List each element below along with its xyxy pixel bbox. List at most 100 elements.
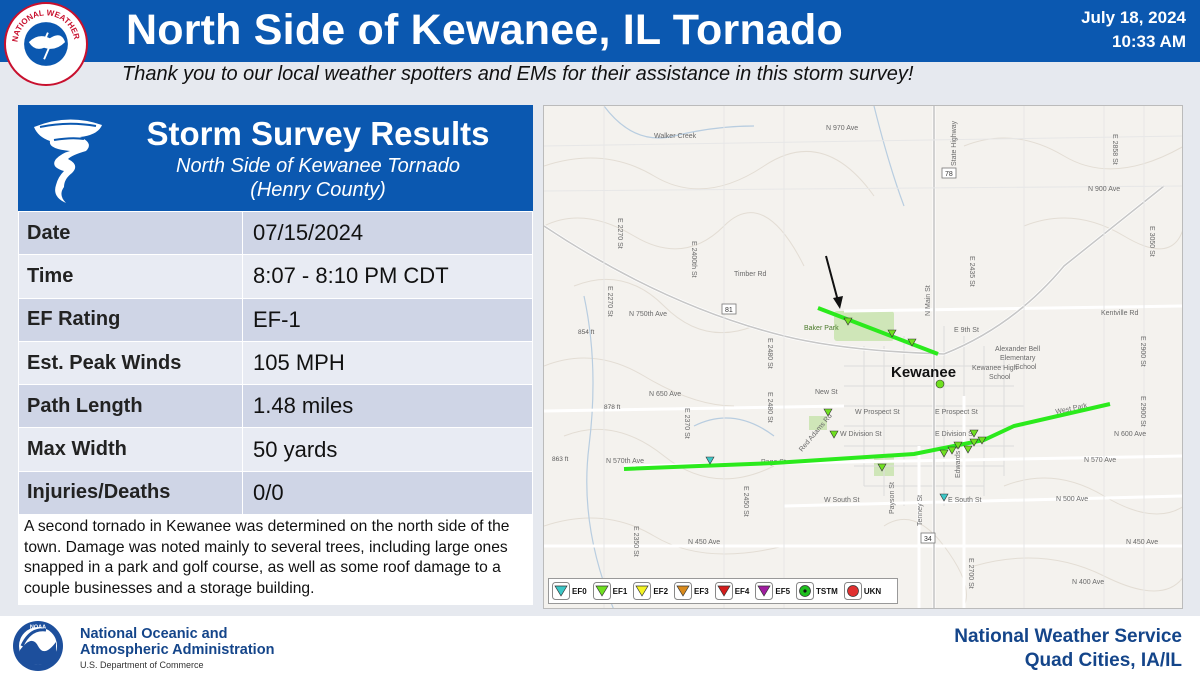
table-row: Date 07/15/2024	[18, 210, 533, 256]
legend-item-ef3: EF3	[674, 582, 709, 600]
row-label: Time	[18, 254, 243, 299]
label-e2370: E 2370 St	[683, 408, 690, 439]
noaa-name-line2: Atmospheric Administration	[80, 642, 275, 658]
ef1-marker[interactable]	[823, 408, 833, 417]
legend-label: EF5	[775, 586, 791, 596]
label-e2480-b: E 2480 St	[766, 392, 773, 423]
town-label-kewanee: Kewanee	[891, 364, 956, 381]
row-value: 50 yards	[242, 427, 533, 472]
issue-time: 10:33 AM	[1111, 32, 1186, 51]
label-baker-park: Baker Park	[804, 325, 839, 332]
label-n500: N 500 Ave	[1056, 496, 1088, 503]
label-e2858: E 2858 St	[1111, 134, 1118, 165]
label-kewanee-high: Kewanee High	[972, 365, 1018, 372]
table-row: Injuries/Deaths 0/0	[18, 470, 533, 516]
ef0-marker[interactable]	[939, 493, 949, 502]
label-w-prospect: W Prospect St	[855, 409, 900, 416]
legend-label: EF4	[734, 586, 750, 596]
survey-panel: Storm Survey Results North Side of Kewan…	[18, 105, 533, 605]
ef1-marker[interactable]	[939, 449, 949, 458]
label-e2435: E 2435 St	[968, 256, 975, 287]
label-e-prospect: E Prospect St	[935, 409, 978, 416]
row-value: 8:07 - 8:10 PM CDT	[242, 254, 533, 299]
label-elementary: Elementary	[1000, 355, 1036, 362]
label-w-south: W South St	[824, 497, 859, 504]
legend-item-ef0: EF0	[552, 582, 587, 600]
table-row: Path Length 1.48 miles	[18, 384, 533, 429]
noaa-logo-text: NOAA	[30, 625, 46, 631]
ef1-marker[interactable]	[963, 445, 973, 454]
footer: NOAA National Oceanic and Atmospheric Ad…	[0, 616, 1200, 675]
thank-you-subtitle: Thank you to our local weather spotters …	[122, 63, 914, 85]
map-legend: EF0 EF1 EF2 EF3 EF4 EF5 TSTM UKN	[548, 578, 898, 604]
legend-item-ef4: EF4	[714, 582, 750, 600]
row-label: EF Rating	[18, 297, 243, 342]
noaa-department: U.S. Department of Commerce	[80, 660, 204, 670]
table-row: Est. Peak Winds 105 MPH	[18, 340, 533, 386]
label-edwards: Edwards St	[955, 442, 962, 478]
arrow-head	[833, 296, 843, 309]
route-78-label: 78	[945, 171, 953, 178]
label-n970: N 970 Ave	[826, 125, 858, 132]
legend-label: UKN	[863, 586, 882, 596]
ef1-marker[interactable]	[907, 338, 917, 347]
label-e-division: E Division St	[935, 431, 975, 438]
route-78-shield	[941, 167, 957, 179]
ef1-marker[interactable]	[843, 317, 853, 326]
label-n400: N 400 Ave	[1072, 579, 1104, 586]
label-school: School	[1015, 364, 1037, 371]
label-elev-878: 878 ft	[604, 404, 620, 411]
label-e2480: E 2480 St	[766, 338, 773, 369]
legend-item-ef5: EF5	[755, 582, 790, 600]
legend-label: EF2	[653, 586, 669, 596]
label-walker-creek: Walker Creek	[654, 133, 697, 140]
legend-label: EF3	[694, 586, 709, 596]
nws-logo: NATIONAL WEATHER SERVICE	[3, 0, 88, 86]
ef1-marker[interactable]	[977, 436, 987, 445]
route-34-label: 34	[924, 536, 932, 543]
ef1-marker[interactable]	[969, 438, 979, 447]
table-row: Time 8:07 - 8:10 PM CDT	[18, 254, 533, 299]
label-e2900: E 2900 St	[1139, 336, 1146, 367]
row-label: Date	[18, 210, 243, 256]
row-label: Est. Peak Winds	[18, 340, 243, 386]
label-e9th: E 9th St	[954, 327, 979, 334]
table-row: EF Rating EF-1	[18, 297, 533, 342]
legend-item-tstm: TSTM	[796, 582, 838, 600]
ef1-marker[interactable]	[947, 446, 957, 455]
label-n570th: N 570th Ave	[606, 458, 644, 465]
ef3-legend-icon	[674, 582, 693, 600]
ef1-marker[interactable]	[887, 329, 897, 338]
noaa-name-line1: National Oceanic and	[80, 626, 228, 642]
ef1-marker[interactable]	[829, 430, 839, 439]
label-e-south: E South St	[948, 497, 982, 504]
ef1-marker[interactable]	[969, 429, 979, 438]
label-e2400th: E 2400th St	[690, 241, 697, 278]
ef4-legend-icon	[714, 582, 733, 600]
ef0-marker[interactable]	[705, 456, 715, 465]
label-e2900-b: E 2900 St	[1139, 396, 1146, 427]
ef1-marker[interactable]	[877, 463, 887, 472]
label-n750: N 750th Ave	[629, 311, 667, 318]
label-n600: N 600 Ave	[1114, 431, 1146, 438]
row-value: EF-1	[242, 297, 533, 342]
route-81-shield	[721, 303, 737, 315]
north-tornado-track[interactable]	[817, 306, 939, 356]
table-row: Max Width 50 yards	[18, 427, 533, 472]
label-tenney: Tenney St	[917, 495, 924, 526]
label-timber: Timber Rd	[734, 271, 767, 278]
survey-title: Storm Survey Results	[146, 115, 490, 152]
label-e2270-top: E 2270 St	[616, 218, 623, 249]
ef1-marker[interactable]	[953, 441, 963, 450]
route-81-label: 81	[725, 307, 733, 314]
label-new-st: New St	[815, 389, 838, 396]
page-title: North Side of Kewanee, IL Tornado	[126, 6, 843, 54]
header-bar	[0, 0, 1200, 62]
route-34-shield	[920, 532, 936, 544]
tornado-icon	[34, 119, 102, 203]
label-n570: N 570 Ave	[1084, 457, 1116, 464]
damage-map[interactable]: Walker Creek N 970 Ave N 900 Ave Timber …	[543, 105, 1183, 609]
issue-date: July 18, 2024	[1081, 8, 1186, 27]
tstm-marker[interactable]	[935, 379, 945, 389]
legend-label: EF0	[572, 586, 587, 596]
